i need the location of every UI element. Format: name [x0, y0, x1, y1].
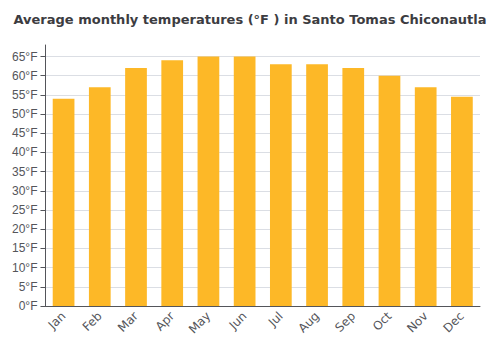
- svg-text:50°F: 50°F: [12, 107, 37, 121]
- svg-text:Mar: Mar: [115, 309, 141, 335]
- svg-text:20°F: 20°F: [12, 222, 37, 236]
- svg-text:Feb: Feb: [80, 309, 105, 334]
- svg-text:65°F: 65°F: [12, 50, 37, 64]
- svg-text:Dec: Dec: [441, 309, 467, 335]
- svg-text:Jul: Jul: [265, 309, 286, 330]
- svg-text:0°F: 0°F: [19, 299, 38, 313]
- svg-text:30°F: 30°F: [12, 184, 37, 198]
- svg-text:May: May: [186, 309, 213, 336]
- svg-text:40°F: 40°F: [12, 145, 37, 159]
- svg-text:60°F: 60°F: [12, 69, 37, 83]
- svg-text:Nov: Nov: [404, 309, 430, 335]
- svg-text:55°F: 55°F: [12, 88, 37, 102]
- svg-text:Oct: Oct: [370, 309, 395, 334]
- svg-text:25°F: 25°F: [12, 203, 37, 217]
- svg-text:15°F: 15°F: [12, 241, 37, 255]
- svg-text:Aug: Aug: [296, 309, 322, 335]
- svg-text:35°F: 35°F: [12, 165, 37, 179]
- svg-text:Sep: Sep: [332, 309, 358, 335]
- svg-text:Jun: Jun: [226, 309, 250, 333]
- svg-text:Average monthly temperatures (: Average monthly temperatures (°F ) in Sa…: [13, 12, 486, 27]
- svg-text:Apr: Apr: [153, 309, 178, 334]
- svg-text:5°F: 5°F: [19, 280, 38, 294]
- svg-text:10°F: 10°F: [12, 261, 37, 275]
- svg-text:45°F: 45°F: [12, 126, 37, 140]
- svg-text:Jan: Jan: [45, 309, 69, 333]
